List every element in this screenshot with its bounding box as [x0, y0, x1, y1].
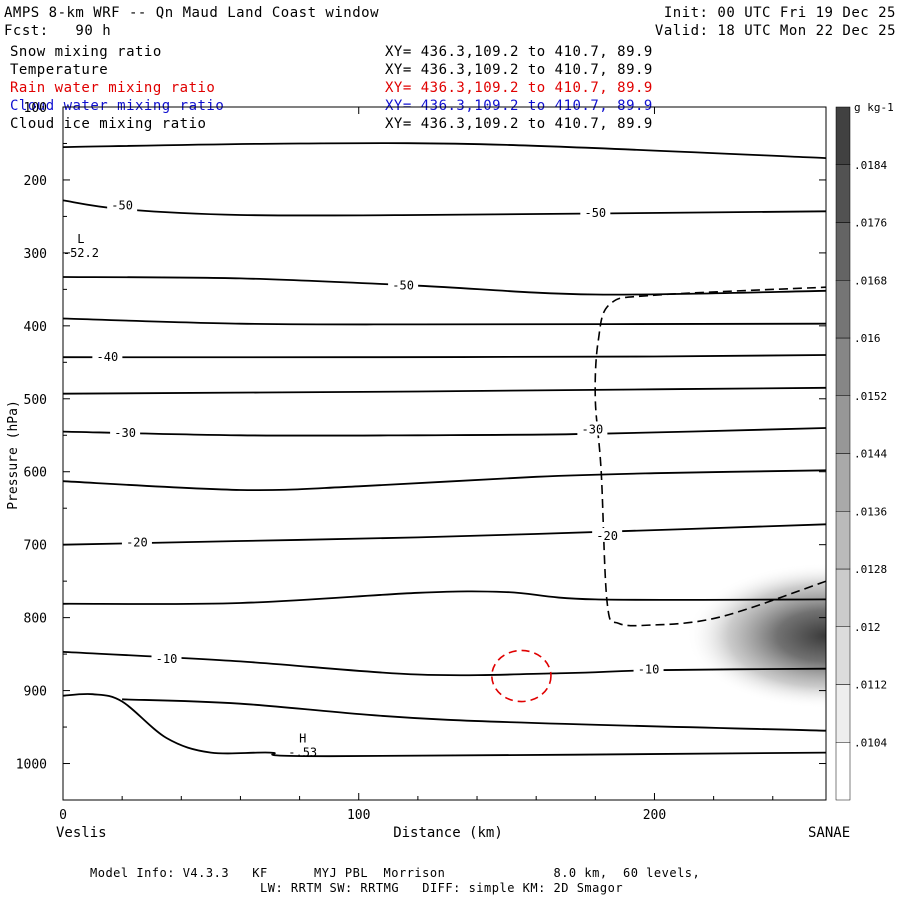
contour-label: -30: [582, 422, 604, 436]
colorbar-swatch: [835, 742, 851, 801]
left-endpoint-label: Veslis: [56, 825, 107, 841]
y-tick-label: 400: [24, 320, 47, 335]
field-name-rain: Rain water mixing ratio: [10, 80, 216, 96]
cloud-ice-contour: [594, 286, 826, 627]
colorbar-swatch: [835, 568, 851, 627]
contour-label-bg: [92, 349, 123, 364]
model-info-line2: LW: RRTM SW: RRTMG DIFF: simple KM: 2D S…: [260, 881, 624, 895]
temperature-contour: [63, 386, 826, 395]
temperature-contour: [63, 427, 826, 437]
model-info-line1: Model Info: V4.3.3 KF MYJ PBL Morrison 8…: [90, 866, 701, 880]
colorbar-tick-label: .0136: [854, 505, 887, 518]
contour-label: -30: [114, 426, 136, 440]
colorbar-swatch: [835, 280, 851, 339]
colorbar-swatch: [835, 164, 851, 223]
temperature-contour: [63, 354, 826, 359]
y-tick-label: 100: [24, 101, 47, 116]
contour-label-bg: [633, 661, 664, 676]
colorbar-unit: g kg-1: [854, 101, 894, 114]
temperature-contour: [63, 651, 826, 677]
low-value: -52.2: [63, 246, 99, 260]
contour-label-bg: [388, 277, 419, 292]
contour-label: -10: [156, 652, 178, 666]
colorbar-tick-label: .0104: [854, 736, 887, 749]
y-tick-label: 1000: [16, 758, 47, 773]
temperature-contour: [63, 199, 826, 217]
colorbar-tick-label: .0176: [854, 217, 887, 230]
temperature-contour: [122, 698, 826, 732]
contour-label-bg: [577, 421, 608, 436]
forecast-hour: Fcst: 90 h: [4, 23, 112, 39]
low-marker: L: [77, 232, 84, 246]
high-value: -.53: [288, 746, 317, 760]
y-tick-label: 300: [24, 247, 47, 262]
x-tick-label: 100: [347, 808, 370, 823]
contour-label: -50: [584, 206, 606, 220]
temperature-contour: [63, 142, 826, 159]
colorbar-tick-label: .0112: [854, 679, 887, 692]
temperature-contour: [63, 523, 826, 546]
field-xy-rain: XY= 436.3,109.2 to 410.7, 89.9: [385, 80, 653, 96]
colorbar-swatch: [835, 626, 851, 685]
colorbar-swatch: [835, 337, 851, 396]
temperature-contour: [63, 469, 826, 492]
y-tick-label: 700: [24, 539, 47, 554]
field-xy-cloud-ice: XY= 436.3,109.2 to 410.7, 89.9: [385, 116, 653, 132]
contour-label-bg: [110, 425, 141, 440]
y-tick-label: 200: [24, 174, 47, 189]
contour-label: -50: [392, 279, 414, 293]
field-name-cloud-water: Cloud water mixing ratio: [10, 98, 225, 114]
high-marker: H: [299, 732, 306, 746]
colorbar-tick-label: .0144: [854, 448, 887, 461]
colorbar-swatch: [835, 222, 851, 281]
colorbar-swatch: [835, 395, 851, 454]
y-tick-label: 800: [24, 612, 47, 627]
contour-label: -20: [596, 529, 618, 543]
field-xy-snow: XY= 436.3,109.2 to 410.7, 89.9: [385, 44, 653, 60]
temperature-contour: [63, 590, 826, 605]
rain-water-contour: [491, 649, 552, 703]
colorbar-tick-label: .016: [854, 332, 881, 345]
colorbar-tick-label: .0128: [854, 563, 887, 576]
colorbar-swatch: [835, 453, 851, 512]
contour-label: -50: [111, 198, 133, 212]
field-xy-cloud-water: XY= 436.3,109.2 to 410.7, 89.9: [385, 98, 653, 114]
valid-time: Valid: 18 UTC Mon 22 Dec 25: [654, 23, 896, 39]
x-axis-label: Distance (km): [393, 825, 503, 841]
field-name-temperature: Temperature: [10, 62, 109, 78]
colorbar-tick-label: .0168: [854, 274, 887, 287]
x-tick-label: 0: [59, 808, 67, 823]
colorbar-swatch: [835, 684, 851, 743]
contour-label-bg: [580, 204, 611, 219]
field-name-snow: Snow mixing ratio: [10, 44, 162, 60]
y-tick-label: 900: [24, 685, 47, 700]
field-xy-temperature: XY= 436.3,109.2 to 410.7, 89.9: [385, 62, 653, 78]
contour-label: -20: [126, 535, 148, 549]
contour-label-bg: [151, 651, 182, 666]
x-tick-label: 200: [643, 808, 666, 823]
chart-title: AMPS 8-km WRF -- Qn Maud Land Coast wind…: [4, 5, 380, 21]
y-axis-label: Pressure (hPa): [6, 400, 21, 510]
temperature-contour: [63, 317, 826, 326]
contour-label: -40: [97, 350, 119, 364]
temperature-contour: [63, 693, 826, 758]
field-name-cloud-ice: Cloud ice mixing ratio: [10, 116, 207, 132]
contour-label: -10: [638, 662, 660, 676]
contour-label-bg: [121, 534, 152, 549]
colorbar-swatch: [835, 511, 851, 570]
colorbar-tick-label: .012: [854, 621, 881, 634]
y-tick-label: 600: [24, 466, 47, 481]
colorbar-swatch: [835, 106, 851, 165]
right-endpoint-label: SANAE: [808, 825, 850, 841]
contour-label-bg: [107, 197, 138, 212]
contour-label-bg: [592, 527, 623, 542]
colorbar-tick-label: .0184: [854, 159, 887, 172]
y-tick-label: 500: [24, 393, 47, 408]
init-time: Init: 00 UTC Fri 19 Dec 25: [663, 5, 896, 21]
plot-frame: [62, 106, 827, 801]
colorbar-tick-label: .0152: [854, 390, 887, 403]
